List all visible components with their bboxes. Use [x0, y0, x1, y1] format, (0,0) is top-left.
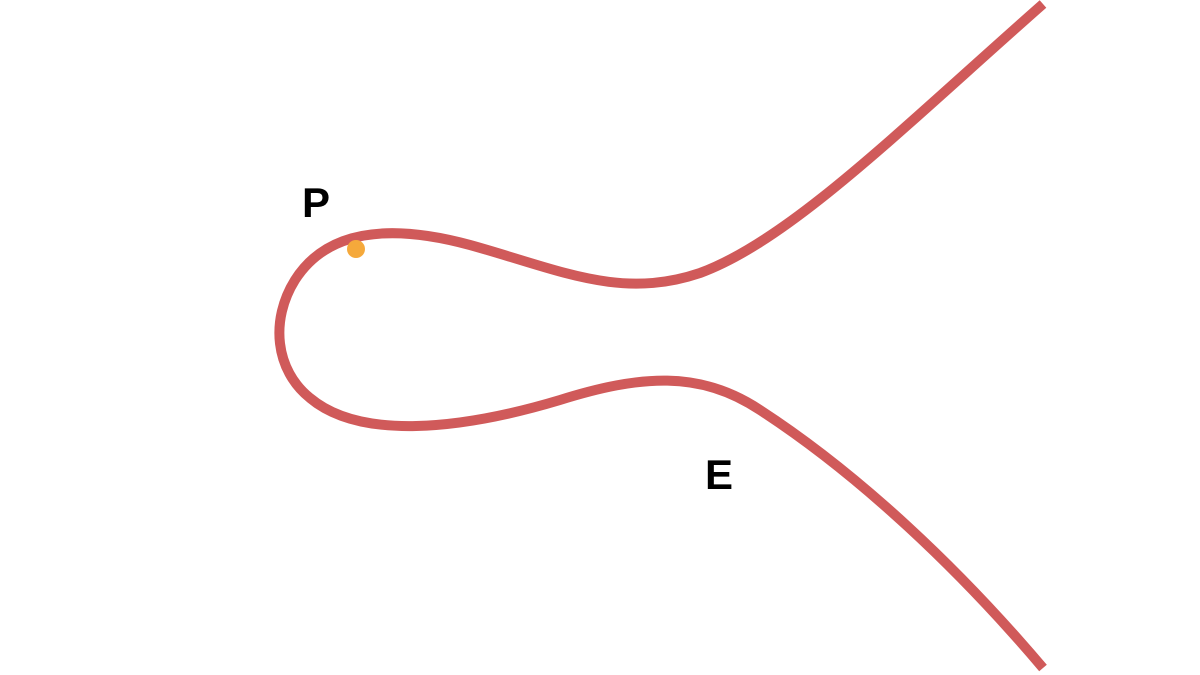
- point-p-marker: [347, 240, 365, 258]
- point-p-label: P: [302, 179, 330, 226]
- curve-e: [274, 0, 1047, 672]
- curve-e-label: E: [705, 451, 733, 498]
